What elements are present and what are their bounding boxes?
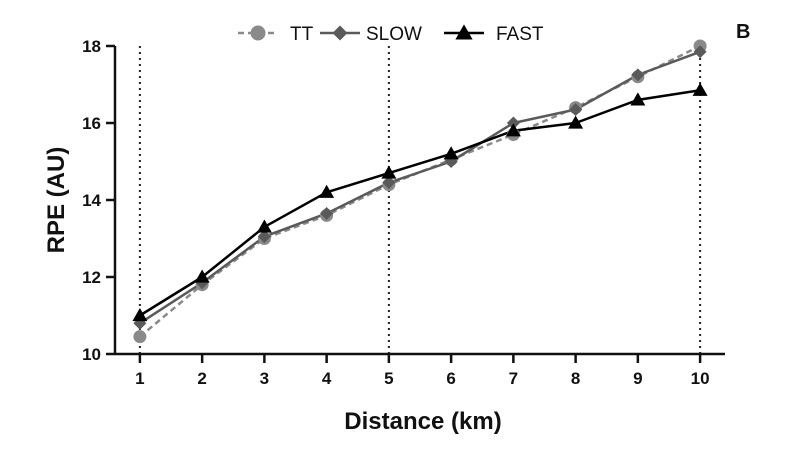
series-markers — [132, 39, 708, 344]
x-tick-label-7: 7 — [509, 369, 518, 388]
series-lines — [139, 44, 701, 338]
x-axis-title: Distance (km) — [344, 408, 501, 435]
point-fast-4 — [319, 184, 335, 198]
axes — [113, 46, 725, 356]
point-fast-10 — [692, 82, 708, 96]
point-fast-1 — [132, 308, 148, 322]
point-slow-9 — [631, 68, 645, 82]
point-fast-2 — [194, 269, 210, 283]
legend-label-fast: FAST — [496, 24, 544, 45]
panel-label: B — [736, 21, 750, 43]
x-tick-label-4: 4 — [322, 369, 332, 388]
y-tick-label-10: 10 — [82, 345, 101, 364]
x-tick-label-5: 5 — [384, 369, 393, 388]
legend-marker-fast — [455, 24, 473, 40]
x-tick-label-6: 6 — [446, 369, 455, 388]
point-slow-4 — [320, 206, 334, 220]
point-slow-10 — [693, 45, 707, 59]
point-slow-8 — [569, 103, 583, 117]
point-slow-7 — [506, 116, 520, 130]
legend-label-slow: SLOW — [366, 24, 422, 45]
legend: TT SLOW FAST — [238, 24, 544, 45]
point-slow-3 — [257, 230, 271, 244]
legend-label-tt: TT — [290, 24, 314, 45]
point-fast-3 — [256, 219, 272, 233]
point-fast-6 — [443, 146, 459, 160]
x-tick-label-3: 3 — [260, 369, 269, 388]
point-slow-5 — [382, 176, 396, 190]
series-line-tt — [139, 44, 701, 338]
reference-lines — [138, 46, 702, 354]
point-tt-1 — [133, 330, 147, 344]
x-axis-ticks: 1 2 3 4 5 6 7 8 9 10 — [135, 354, 710, 388]
x-tick-label-1: 1 — [135, 369, 144, 388]
point-fast-7 — [505, 123, 521, 137]
series-line-slow — [139, 50, 701, 325]
y-axis-ticks: 10 12 14 16 18 — [82, 37, 115, 364]
legend-marker-tt — [250, 25, 266, 41]
legend-marker-slow — [332, 25, 348, 41]
point-fast-8 — [568, 115, 584, 129]
y-axis-title: RPE (AU) — [43, 147, 70, 254]
y-tick-label-16: 16 — [82, 114, 101, 133]
y-tick-label-14: 14 — [82, 191, 101, 210]
series-line-fast — [139, 89, 701, 317]
x-tick-label-2: 2 — [197, 369, 206, 388]
y-tick-label-12: 12 — [82, 268, 101, 287]
point-fast-5 — [381, 165, 397, 179]
x-tick-label-8: 8 — [571, 369, 580, 388]
x-tick-label-9: 9 — [633, 369, 642, 388]
y-tick-label-18: 18 — [82, 37, 101, 56]
x-tick-label-10: 10 — [691, 369, 710, 388]
point-fast-9 — [630, 92, 646, 106]
